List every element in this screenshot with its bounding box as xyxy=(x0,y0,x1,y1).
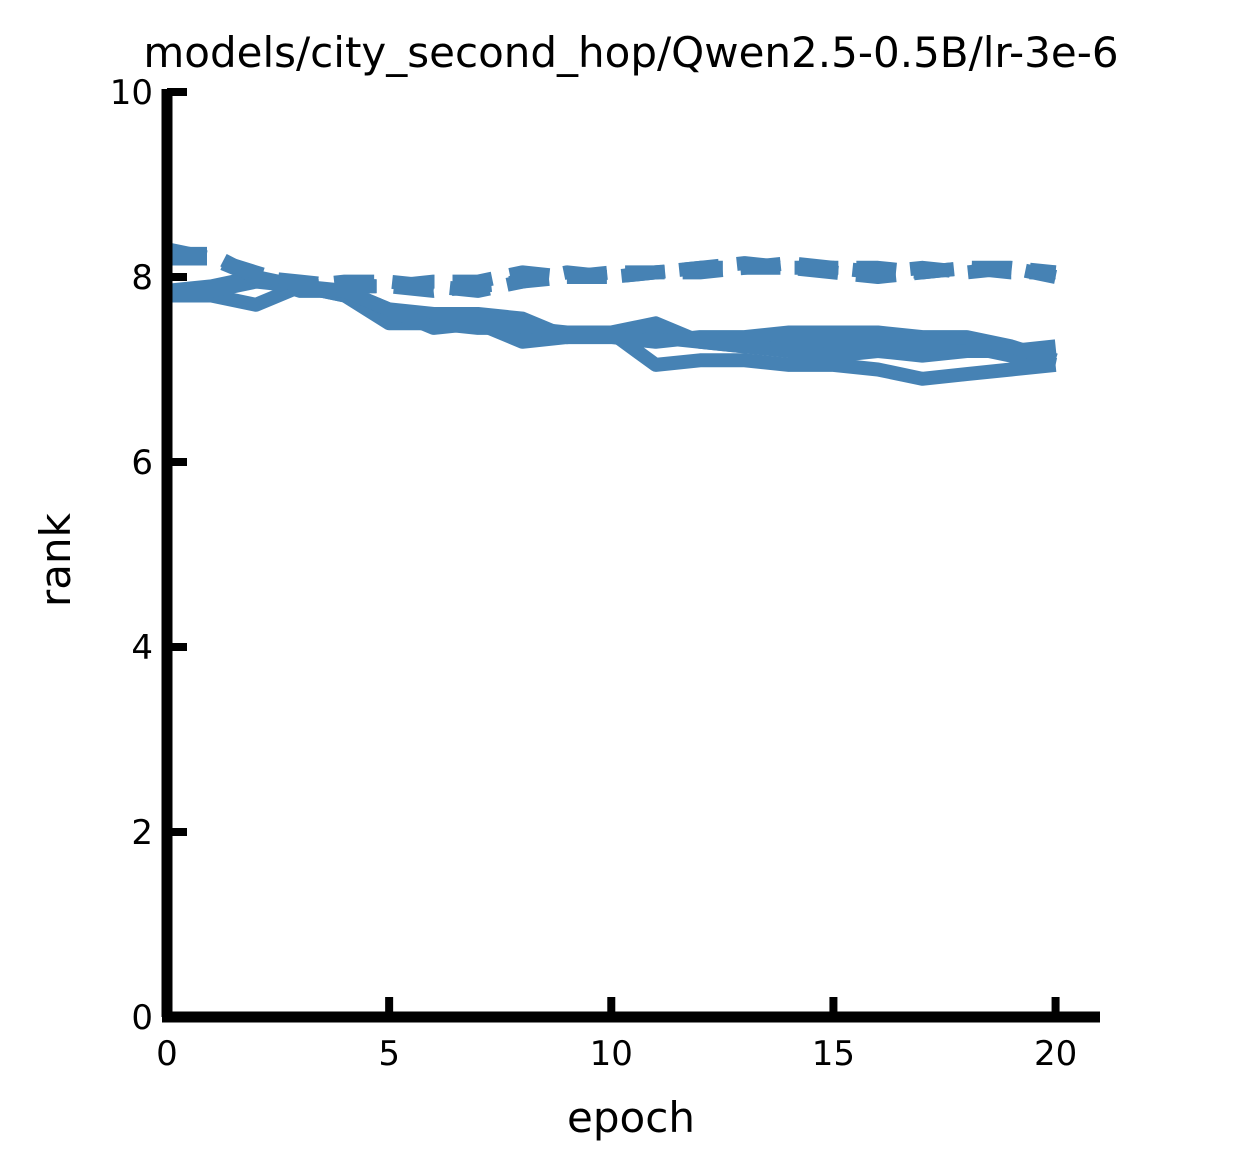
x-tick-label: 10 xyxy=(590,1034,633,1074)
y-tick-label: 2 xyxy=(131,813,153,853)
y-tick-label: 0 xyxy=(131,998,153,1038)
y-tick-label: 6 xyxy=(131,443,153,483)
series-layer xyxy=(165,242,1058,386)
y-axis-label: rank xyxy=(31,512,80,607)
x-tick-label: 15 xyxy=(812,1034,855,1074)
x-tick-label: 20 xyxy=(1034,1034,1077,1074)
y-tick-label: 10 xyxy=(110,73,153,113)
y-tick-label: 8 xyxy=(131,258,153,298)
chart-title: models/city_second_hop/Qwen2.5-0.5B/lr-3… xyxy=(143,28,1118,77)
series-line-7-dashed xyxy=(167,251,1057,294)
x-tick-label: 5 xyxy=(378,1034,400,1074)
x-tick-label: 0 xyxy=(156,1034,178,1074)
axes-layer: 0 5 10 15 20 0 2 4 6 8 10 xyxy=(110,73,1100,1074)
x-axis-label: epoch xyxy=(567,1093,695,1142)
y-tick-label: 4 xyxy=(131,628,153,668)
